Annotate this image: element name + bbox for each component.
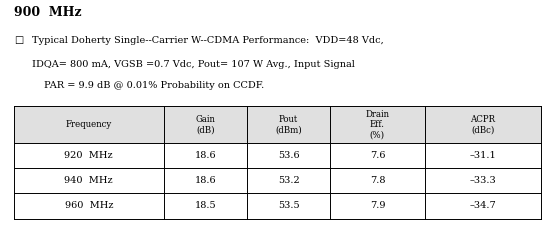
- Text: Gain
(dB): Gain (dB): [195, 115, 215, 134]
- Text: PAR = 9.9 dB @ 0.01% Probability on CCDF.: PAR = 9.9 dB @ 0.01% Probability on CCDF…: [44, 81, 265, 90]
- Text: 7.6: 7.6: [370, 151, 385, 160]
- Text: 940  MHz: 940 MHz: [64, 176, 113, 185]
- Text: Pout
(dBm): Pout (dBm): [275, 115, 302, 134]
- Text: –34.7: –34.7: [470, 201, 496, 210]
- Text: Drain
Eff.
(%): Drain Eff. (%): [365, 110, 390, 139]
- Text: –33.3: –33.3: [470, 176, 496, 185]
- Text: 53.6: 53.6: [278, 151, 299, 160]
- Text: ACPR
(dBc): ACPR (dBc): [470, 115, 496, 134]
- Text: IDQA= 800 mA, VGSB =0.7 Vdc, Pout= 107 W Avg., Input Signal: IDQA= 800 mA, VGSB =0.7 Vdc, Pout= 107 W…: [32, 60, 355, 69]
- Text: Frequency: Frequency: [65, 120, 112, 129]
- Text: Typical Doherty Single--Carrier W--CDMA Performance:  VDD=48 Vdc,: Typical Doherty Single--Carrier W--CDMA …: [32, 36, 384, 45]
- Text: □: □: [14, 36, 23, 45]
- Text: 18.5: 18.5: [195, 201, 216, 210]
- Text: 18.6: 18.6: [195, 176, 216, 185]
- Text: 7.9: 7.9: [370, 201, 385, 210]
- Text: 900  MHz: 900 MHz: [14, 6, 82, 19]
- Bar: [14, 106, 541, 143]
- Text: 53.5: 53.5: [278, 201, 299, 210]
- Text: 7.8: 7.8: [370, 176, 385, 185]
- Text: 960  MHz: 960 MHz: [64, 201, 113, 210]
- Text: –31.1: –31.1: [470, 151, 496, 160]
- Text: 920  MHz: 920 MHz: [64, 151, 113, 160]
- Text: 18.6: 18.6: [195, 151, 216, 160]
- Text: 53.2: 53.2: [278, 176, 300, 185]
